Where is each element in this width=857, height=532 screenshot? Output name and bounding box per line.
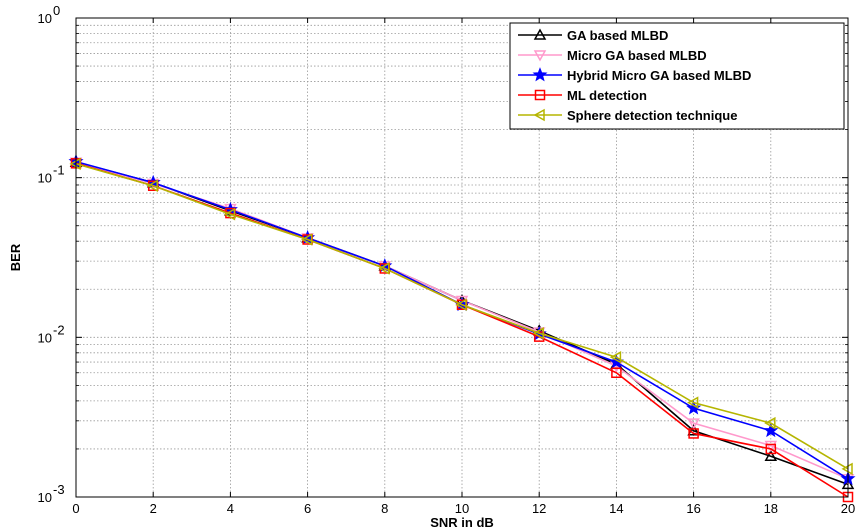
data-point: [687, 424, 700, 436]
legend-entry: Sphere detection technique: [518, 108, 737, 123]
data-point: [688, 428, 699, 439]
x-tick-label: 4: [227, 501, 234, 516]
data-point: [223, 207, 236, 221]
x-tick-label: 20: [841, 501, 855, 516]
x-tick-label: 10: [455, 501, 469, 516]
legend-marker: [533, 108, 545, 122]
x-tick-label: 8: [381, 501, 388, 516]
data-point: [532, 327, 544, 340]
legend-entry: Hybrid Micro GA based MLBD: [518, 67, 751, 83]
y-tick-label: 10: [38, 171, 52, 186]
data-point: [764, 449, 778, 461]
data-point: [146, 179, 158, 193]
legend-marker: [532, 67, 548, 82]
data-point: [764, 416, 776, 430]
data-point: [301, 233, 313, 246]
x-axis-label: SNR in dB: [430, 515, 494, 530]
x-tick-label: 16: [686, 501, 700, 516]
x-tick-label: 18: [764, 501, 778, 516]
data-point: [687, 396, 699, 409]
series-lines: [68, 153, 856, 503]
legend-label: ML detection: [567, 88, 647, 103]
legend-label: GA based MLBD: [567, 28, 668, 43]
x-tick-label: 12: [532, 501, 546, 516]
data-point: [378, 262, 390, 275]
x-tick-labels: 0 2 4 6 8 10 12 14 16 18 20: [72, 18, 855, 516]
legend-label: Micro GA based MLBD: [567, 48, 707, 63]
grid: [76, 18, 848, 497]
data-point: [609, 351, 622, 364]
y-tick-label: 10: [38, 330, 52, 345]
y-tick-exponent: -3: [53, 482, 65, 497]
x-tick-label: 6: [304, 501, 311, 516]
series-line: [75, 163, 849, 470]
legend-label: Sphere detection technique: [567, 108, 737, 123]
series-5: [69, 157, 853, 476]
legend-box: [509, 22, 845, 130]
data-point: [611, 367, 622, 379]
y-tick-label: 10: [38, 490, 52, 505]
legend-entry: ML detection: [518, 88, 647, 103]
x-tick-label: 2: [150, 501, 157, 516]
legend-entry: Micro GA based MLBD: [518, 48, 707, 63]
legend-label: Hybrid Micro GA based MLBD: [567, 68, 751, 83]
x-tick-label: 14: [609, 501, 623, 516]
legend-marker: [534, 89, 546, 101]
data-point: [455, 298, 467, 312]
y-tick-label: 10: [38, 11, 52, 26]
y-tick-exponent: -1: [53, 163, 65, 178]
data-point: [687, 418, 700, 430]
legend-marker: [533, 50, 547, 62]
y-tick-exponent: -2: [53, 322, 65, 337]
data-point: [764, 440, 778, 453]
data-point: [765, 443, 777, 455]
legend-entry: GA based MLBD: [518, 28, 668, 43]
legend-marker: [533, 28, 547, 40]
x-tick-label: 0: [72, 501, 79, 516]
legend: GA based MLBD Micro GA based MLBD Hybrid M…: [509, 22, 845, 130]
y-tick-exponent: 0: [53, 3, 60, 18]
y-axis-label: BER: [8, 243, 23, 271]
